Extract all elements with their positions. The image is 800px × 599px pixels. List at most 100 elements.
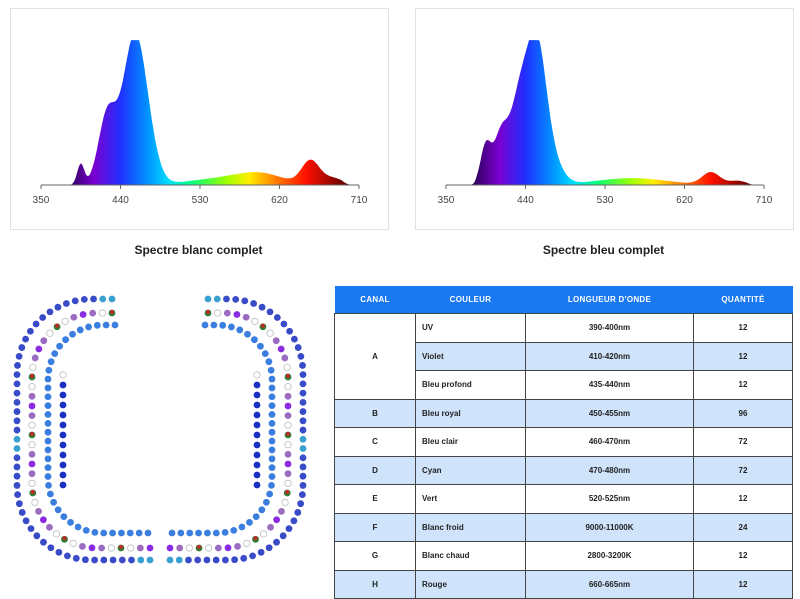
led-deep-blue — [253, 391, 261, 399]
led-royal-blue — [22, 517, 30, 525]
led-light-blue — [44, 473, 52, 480]
led-light-blue — [219, 321, 227, 329]
header-couleur: COULEUR — [415, 286, 526, 314]
led-royal-blue — [212, 556, 220, 564]
led-royal-blue — [118, 556, 126, 564]
led-light-blue — [56, 342, 63, 350]
led-deep-blue — [59, 401, 67, 409]
cell-longueur: 9000-11000K — [525, 512, 694, 542]
led-deep-blue — [253, 461, 261, 469]
led-light-blue — [109, 529, 116, 537]
led-mixed — [35, 345, 43, 353]
led-royal-blue — [285, 525, 293, 533]
led-mixed — [52, 530, 61, 538]
led-royal-blue — [33, 532, 41, 540]
led-royal-blue — [257, 548, 265, 556]
led-mixed — [214, 544, 222, 552]
led-light-blue — [44, 437, 52, 445]
spectrum-chart-blue: 350 440 530 620 710 — [415, 8, 794, 230]
x-tick-label: 350 — [33, 195, 50, 206]
cell-couleur: Blanc froid — [415, 512, 526, 542]
led-mixed — [284, 470, 292, 478]
led-mixed — [46, 523, 53, 531]
led-royal-blue — [81, 556, 89, 564]
cell-quantite: 72 — [693, 455, 793, 485]
led-royal-blue — [22, 335, 30, 343]
led-royal-blue — [294, 509, 302, 516]
led-light-blue — [44, 393, 52, 401]
led-mixed — [28, 450, 36, 458]
led-light-blue — [60, 513, 68, 521]
cell-longueur: 470-480nm — [525, 455, 694, 485]
x-tick-label: 710 — [756, 195, 773, 206]
led-royal-blue — [46, 308, 54, 316]
led-light-blue — [44, 384, 52, 392]
led-mixed — [281, 498, 289, 506]
cell-canal: F — [334, 512, 416, 542]
led-royal-blue — [299, 445, 307, 452]
led-light-blue — [135, 529, 143, 537]
led-royal-blue — [47, 544, 55, 552]
cell-couleur: Bleu profond — [415, 370, 526, 400]
cell-couleur: Blanc chaud — [415, 541, 526, 571]
caption-blue-spectrum: Spectre bleu complet — [542, 243, 665, 257]
led-light-blue — [228, 323, 235, 331]
led-mixed — [233, 311, 241, 318]
x-tick-label: 530 — [192, 195, 209, 206]
led-light-blue — [266, 490, 274, 498]
led-light-blue — [44, 375, 52, 383]
led-mixed — [29, 363, 37, 371]
led-royal-blue — [223, 295, 230, 303]
led-royal-blue — [299, 417, 307, 425]
cell-quantite: 24 — [693, 512, 793, 542]
led-light-blue — [268, 393, 276, 401]
led-royal-blue — [299, 426, 307, 434]
led-mixed — [176, 544, 184, 552]
table-row: Bleu profond 435-440nm 12 — [335, 370, 793, 400]
led-light-blue — [54, 506, 62, 514]
cell-couleur: Bleu clair — [415, 427, 526, 457]
led-light-blue — [268, 411, 276, 418]
led-royal-blue — [62, 300, 70, 307]
led-royal-blue — [286, 327, 294, 335]
cell-canal: A — [334, 313, 416, 400]
led-light-blue — [268, 464, 276, 472]
header-longueur: LONGUEUR D'ONDE — [525, 286, 694, 314]
led-royal-blue — [14, 362, 21, 369]
led-royal-blue — [279, 532, 287, 540]
x-tick-label: 350 — [438, 195, 455, 206]
led-royal-blue — [13, 435, 21, 443]
led-royal-blue — [13, 482, 21, 489]
led-royal-blue — [290, 335, 298, 343]
led-light-blue — [246, 518, 253, 526]
led-royal-blue — [194, 556, 202, 564]
led-mixed — [223, 309, 231, 317]
led-royal-blue — [128, 556, 135, 564]
led-light-blue — [244, 330, 251, 338]
led-deep-blue — [59, 461, 67, 469]
led-royal-blue — [108, 295, 116, 303]
led-deep-blue — [253, 431, 261, 439]
led-light-blue — [268, 473, 276, 480]
led-light-blue — [251, 336, 258, 344]
header-canal: CANAL — [334, 286, 416, 314]
led-royal-blue — [80, 295, 88, 303]
led-royal-blue — [13, 463, 21, 471]
led-deep-blue — [253, 371, 261, 379]
cell-longueur: 460-470nm — [525, 427, 694, 457]
led-royal-blue — [250, 300, 258, 307]
led-light-blue — [76, 326, 84, 334]
led-mixed — [28, 421, 36, 429]
led-mixed — [284, 392, 292, 400]
caption-white-spectrum: Spectre blanc complet — [134, 243, 263, 257]
led-royal-blue — [258, 303, 266, 311]
led-light-blue — [51, 350, 59, 358]
led-royal-blue — [13, 371, 21, 379]
cell-couleur: Bleu royal — [415, 398, 526, 428]
led-royal-blue — [241, 297, 249, 305]
cell-quantite: 12 — [693, 569, 793, 599]
table-row: G Blanc chaud 2800-3200K 12 — [334, 541, 793, 571]
led-mixed — [28, 392, 36, 400]
led-mixed — [185, 544, 193, 552]
led-light-blue — [44, 411, 52, 418]
